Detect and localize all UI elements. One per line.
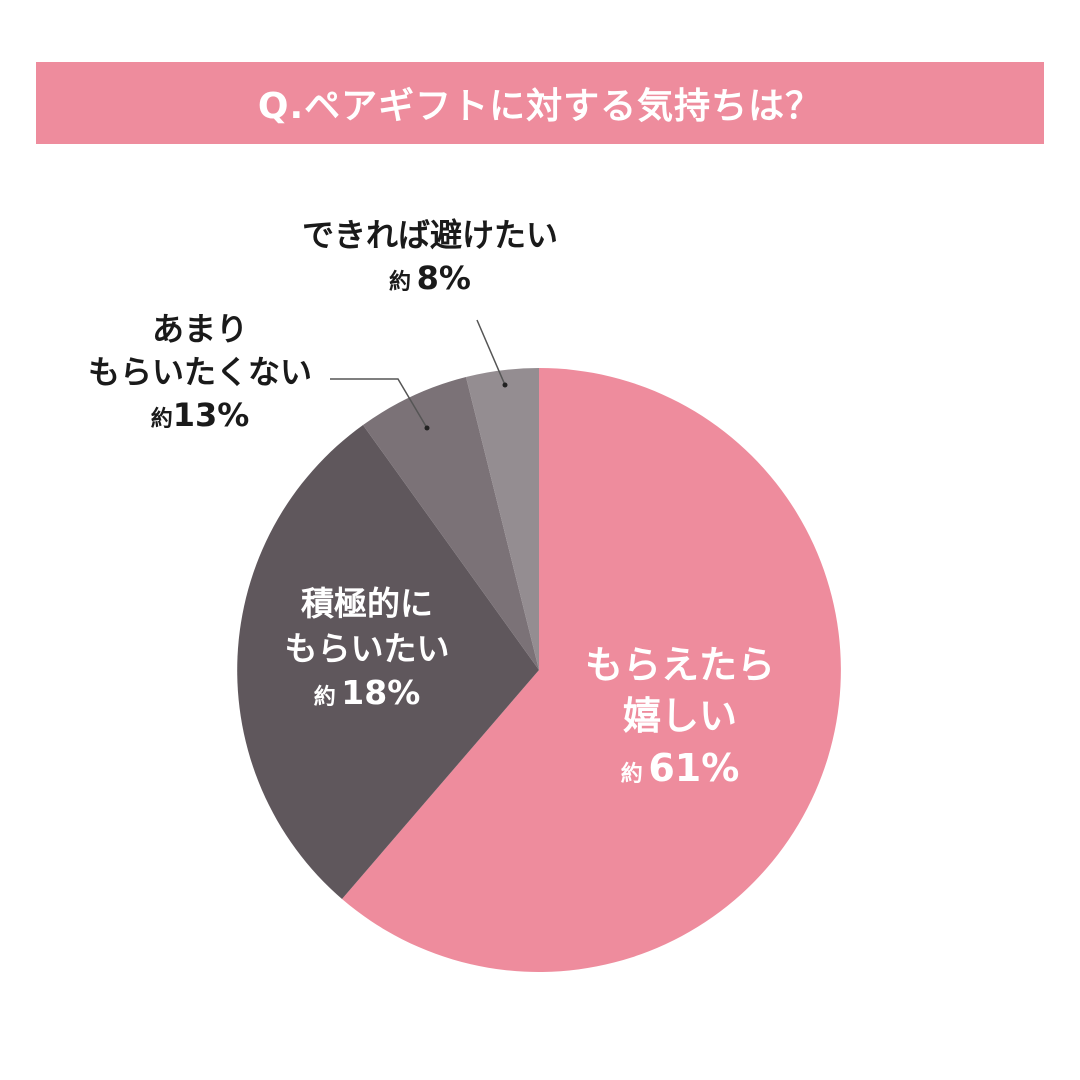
- label-happy: もらえたら 嬉しい 約 61%: [565, 640, 795, 794]
- label-happy-line2: 嬉しい: [622, 694, 737, 739]
- slice-eager: [237, 425, 539, 899]
- label-eager-line2: もらいたい: [284, 628, 450, 668]
- slice-avoid: [466, 368, 539, 670]
- label-eager-pct: 約 18%: [313, 673, 421, 713]
- slice-reluctant: [363, 377, 539, 670]
- label-reluctant-pct: 約13%: [150, 396, 250, 435]
- label-happy-line1: もらえたら: [584, 643, 775, 687]
- label-avoid-pct: 約 8%: [389, 259, 471, 298]
- chart-title: Q.ペアギフトに対する気持ちは？: [257, 86, 823, 127]
- leader-dot-avoid: [502, 382, 508, 388]
- leader-dot-reluctant: [424, 425, 430, 431]
- label-avoid-text: できれば避けたい: [301, 216, 558, 254]
- leader-line-reluctant: [330, 378, 428, 429]
- label-reluctant-line2: もらいたくない: [87, 353, 312, 392]
- slice-happy: [342, 368, 841, 972]
- label-happy-pct: 約 61%: [620, 745, 740, 790]
- label-reluctant: あまり もらいたくない 約13%: [70, 308, 330, 438]
- label-avoid: できれば避けたい 約 8%: [280, 214, 580, 300]
- title-bar: Q.ペアギフトに対する気持ちは？: [36, 62, 1044, 144]
- label-eager: 積極的に もらいたい 約 18%: [262, 582, 472, 716]
- leader-line-avoid: [476, 319, 506, 386]
- label-reluctant-line1: あまり: [151, 310, 248, 348]
- label-eager-line1: 積極的に: [301, 584, 433, 623]
